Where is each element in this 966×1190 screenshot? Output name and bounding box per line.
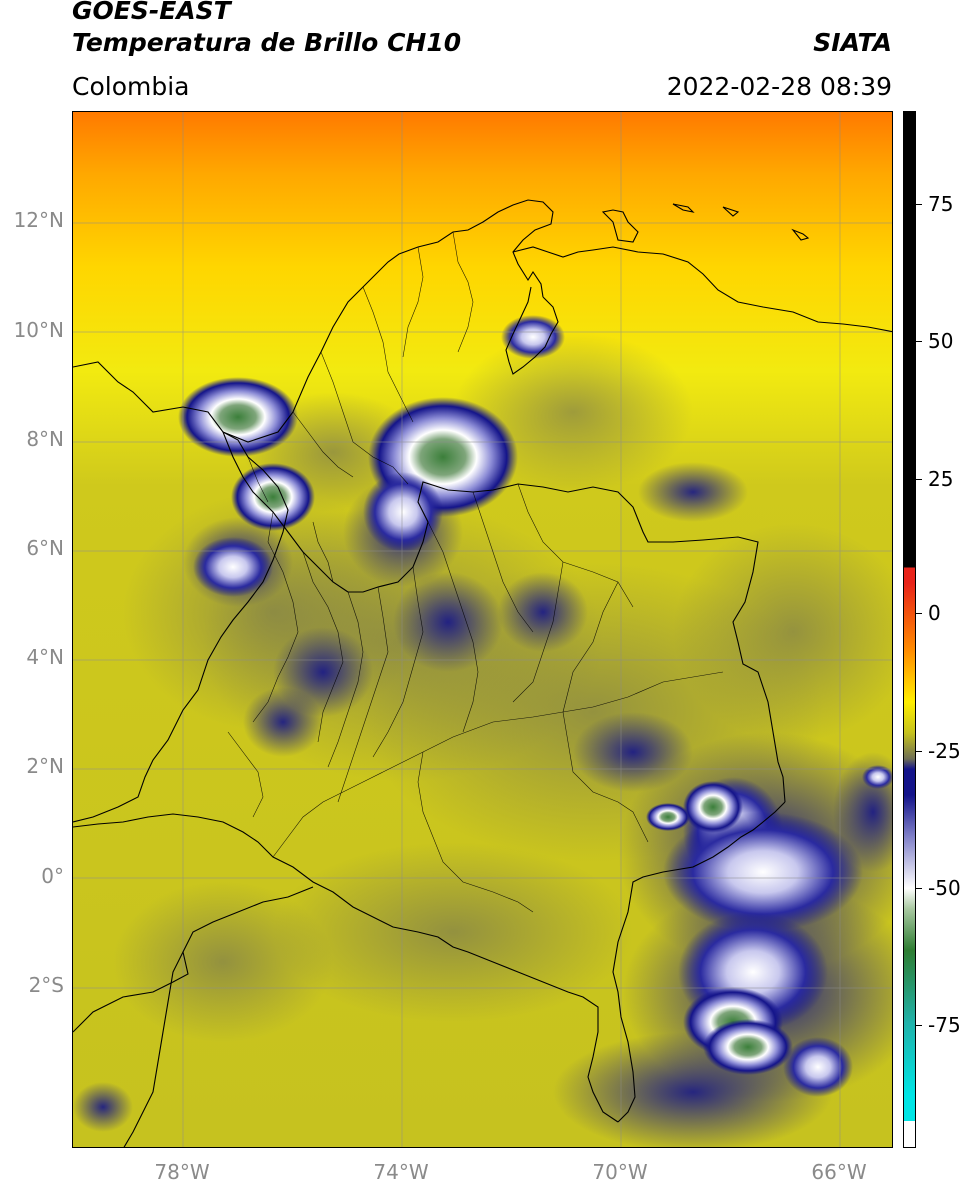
lat-tick-12n: 12°N bbox=[13, 208, 64, 232]
colorbar-label-minus75: -75 bbox=[928, 1013, 961, 1037]
product-title: Temperatura de Brillo CH10 bbox=[72, 28, 462, 57]
lat-tick-2s: 2°S bbox=[28, 973, 64, 997]
lat-tick-0: 0° bbox=[41, 864, 64, 888]
convective-cells bbox=[73, 315, 892, 1147]
lon-tick-66w: 66°W bbox=[811, 1160, 867, 1184]
lon-tick-78w: 78°W bbox=[154, 1160, 210, 1184]
colorbar-tick bbox=[916, 751, 922, 752]
lon-tick-70w: 70°W bbox=[592, 1160, 648, 1184]
lat-tick-6n: 6°N bbox=[26, 536, 64, 560]
region-label: Colombia bbox=[72, 72, 190, 101]
lat-tick-2n: 2°N bbox=[26, 754, 64, 778]
colorbar-label-0: 0 bbox=[928, 601, 941, 625]
colorbar-tick bbox=[916, 888, 922, 889]
lon-tick-74w: 74°W bbox=[373, 1160, 429, 1184]
map-panel[interactable] bbox=[72, 111, 893, 1148]
colorbar-label-minus25: -25 bbox=[928, 739, 961, 763]
timestamp-label: 2022-02-28 08:39 bbox=[666, 72, 892, 101]
organization-label: SIATA bbox=[813, 28, 892, 57]
satellite-title: GOES-EAST bbox=[72, 0, 231, 25]
colorbar-label-minus50: -50 bbox=[928, 876, 961, 900]
colorbar-tick bbox=[916, 613, 922, 614]
colorbar-label-25: 25 bbox=[928, 467, 954, 491]
lat-tick-10n: 10°N bbox=[13, 318, 64, 342]
lat-tick-8n: 8°N bbox=[26, 427, 64, 451]
country-borders bbox=[73, 199, 892, 1147]
colorbar-tick bbox=[916, 479, 922, 480]
department-borders bbox=[227, 231, 724, 913]
graticule bbox=[73, 112, 892, 1147]
lat-tick-4n: 4°N bbox=[26, 645, 64, 669]
colorbar-tick bbox=[916, 1025, 922, 1026]
colorbar bbox=[903, 111, 916, 1148]
colorbar-tick bbox=[916, 204, 922, 205]
map-canvas bbox=[73, 112, 892, 1147]
colorbar-label-75: 75 bbox=[928, 192, 954, 216]
colorbar-tick bbox=[916, 341, 922, 342]
colorbar-label-50: 50 bbox=[928, 329, 954, 353]
